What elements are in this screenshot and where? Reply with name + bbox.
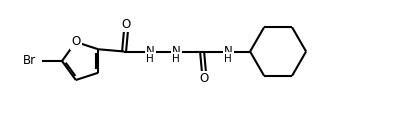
Text: H: H [146, 53, 154, 64]
Text: N: N [146, 45, 154, 58]
Text: O: O [71, 36, 81, 49]
Text: H: H [172, 53, 180, 64]
Text: N: N [224, 45, 233, 58]
Text: O: O [121, 18, 131, 31]
Text: H: H [224, 53, 232, 64]
Text: N: N [172, 45, 180, 58]
Text: Br: Br [23, 55, 36, 68]
Text: O: O [200, 72, 209, 85]
